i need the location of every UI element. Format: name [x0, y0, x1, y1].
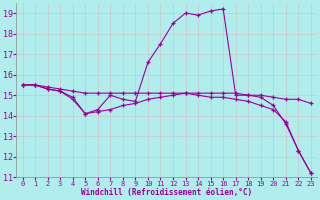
X-axis label: Windchill (Refroidissement éolien,°C): Windchill (Refroidissement éolien,°C): [81, 188, 252, 197]
